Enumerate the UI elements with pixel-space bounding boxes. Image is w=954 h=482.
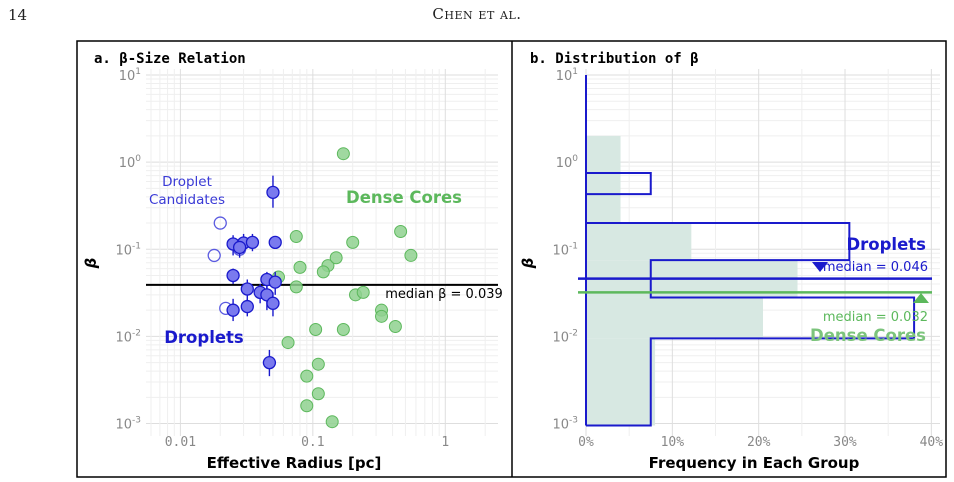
- dense-core-point: [325, 415, 339, 429]
- panel-b: b. Distribution of β 101 100 10-1 10-2 10-30…: [519, 51, 943, 472]
- dense-core-point: [289, 230, 303, 244]
- dense-core-point: [289, 280, 303, 294]
- x-tick-label: 40%: [920, 435, 944, 450]
- panel-a-xlabel: Effective Radius [pc]: [207, 454, 382, 472]
- dense-core-point: [300, 399, 314, 413]
- panel-a-grid: [146, 69, 498, 436]
- median-beta-label: median β = 0.039: [385, 287, 503, 302]
- dense-core-point: [346, 235, 360, 249]
- droplet-point: [268, 235, 282, 250]
- x-tick-label: 20%: [747, 435, 771, 450]
- x-tick-label: 10%: [661, 435, 685, 450]
- dense-core-point: [311, 357, 325, 371]
- dense-core-point: [336, 323, 350, 337]
- panel-b-xlabel: Frequency in Each Group: [649, 454, 860, 472]
- dense-core-point: [281, 336, 295, 350]
- dense-core-point: [404, 248, 418, 262]
- panel-a-tick-labels: 101 100 10-1 10-2 10-3 0.01 0.1 1: [115, 67, 449, 450]
- panel-b-histograms: [578, 75, 932, 427]
- dense-core-point: [388, 319, 402, 333]
- droplets-histogram-outline: [585, 75, 916, 427]
- y-tick-label: 101: [556, 67, 578, 84]
- droplet-point: [266, 296, 280, 310]
- dense-core-point: [293, 260, 307, 274]
- dense-core-point: [311, 387, 325, 401]
- dense-core-point: [375, 309, 389, 323]
- droplet-point: [226, 303, 240, 317]
- hist-droplets-label: Droplets: [846, 235, 926, 254]
- dense-core-bin: [586, 338, 656, 426]
- y-tick-label: 10-3: [115, 416, 141, 433]
- panel-a: a. β-Size Relation 101 100 10-1 10-2 10-3 0.0…: [82, 51, 503, 472]
- droplet-point: [226, 268, 240, 283]
- droplet-point: [268, 275, 282, 289]
- dense-core-point: [394, 224, 408, 238]
- droplet-point: [240, 299, 254, 314]
- droplet-point: [245, 235, 260, 250]
- dense-core-bin: [586, 223, 692, 261]
- y-tick-label: 10-3: [552, 416, 578, 433]
- dense-core-point: [356, 285, 370, 299]
- x-tick-label: 0.1: [301, 435, 324, 450]
- dense-core-bin: [586, 297, 763, 339]
- y-tick-label: 101: [119, 67, 141, 84]
- droplet-point: [232, 240, 247, 255]
- panel-b-title: b. Distribution of β: [530, 51, 699, 67]
- running-head: Chen et al.: [432, 5, 522, 23]
- dense-core-point: [329, 251, 343, 265]
- dense-core-point: [336, 147, 350, 161]
- dense-core-point: [316, 265, 330, 279]
- panel-a-title: a. β-Size Relation: [94, 51, 246, 67]
- dense-core-point: [309, 323, 323, 337]
- y-tick-label: 100: [556, 154, 579, 171]
- y-tick-label: 10-2: [552, 328, 578, 345]
- droplet-candidates-label-line1: Droplet: [162, 174, 212, 190]
- x-tick-label: 1: [441, 435, 449, 450]
- panel-b-tick-labels: 101 100 10-1 10-2 10-30% 10% 20% 30% 40%: [552, 67, 943, 450]
- droplet-point: [262, 355, 277, 370]
- dense-median-marker-icon: [913, 293, 929, 303]
- droplets-median-label: median = 0.046: [823, 260, 928, 275]
- x-tick-label: 0%: [578, 435, 594, 450]
- x-tick-label: 30%: [833, 435, 857, 450]
- panel-b-ylabel: β: [519, 258, 537, 270]
- y-tick-label: 10-1: [552, 241, 578, 258]
- dense-core-bin: [586, 135, 621, 224]
- droplets-label: Droplets: [164, 328, 244, 347]
- droplet-candidates-label-line2: Candidates: [149, 192, 225, 208]
- x-tick-label: 0.01: [165, 435, 196, 450]
- dense-core-point: [300, 369, 314, 383]
- panel-a-points: [146, 147, 498, 429]
- droplets-median-marker-icon: [812, 262, 828, 272]
- dense-median-label: median = 0.032: [823, 310, 928, 325]
- y-tick-label: 100: [119, 154, 142, 171]
- page-number: 14: [8, 6, 28, 24]
- dense-cores-label: Dense Cores: [346, 188, 462, 207]
- y-tick-label: 10-1: [115, 241, 141, 258]
- droplet-point: [266, 185, 280, 200]
- droplet-candidate-point: [213, 216, 227, 230]
- hist-dense-cores-label: Dense Cores: [810, 326, 926, 345]
- droplet-candidate-point: [207, 248, 221, 263]
- panel-a-ylabel: β: [82, 258, 100, 270]
- droplet-point: [240, 282, 254, 296]
- y-tick-label: 10-2: [115, 328, 141, 345]
